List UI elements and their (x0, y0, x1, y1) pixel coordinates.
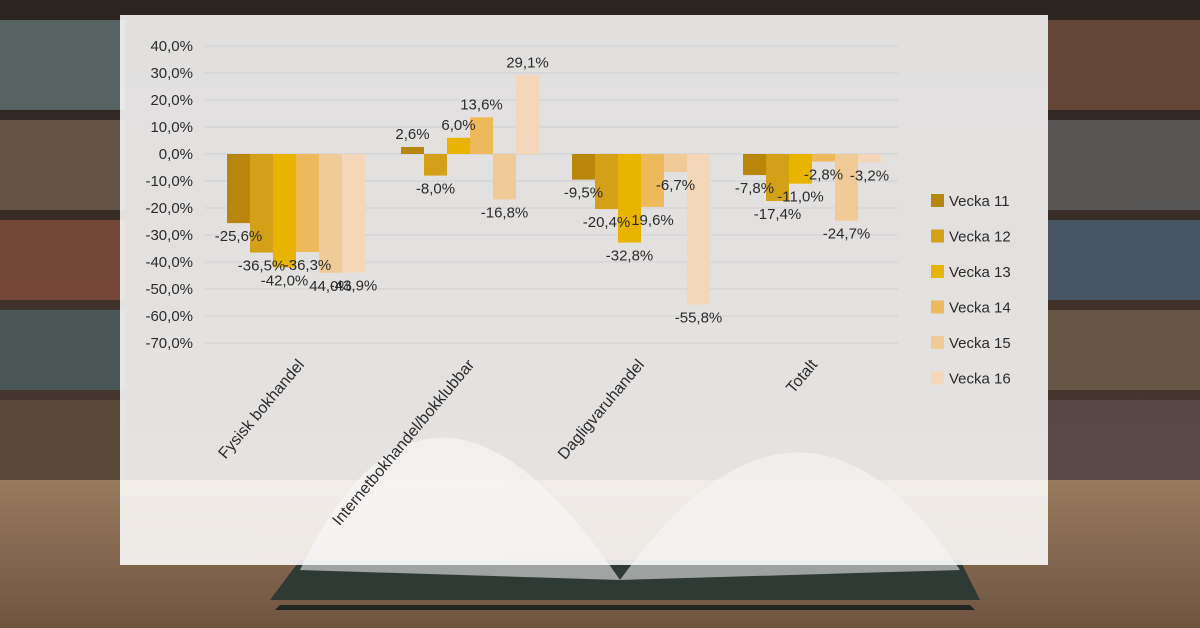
legend-label: Vecka 11 (949, 193, 1010, 210)
data-label: -42,0% (261, 272, 309, 289)
data-label: -9,5% (564, 185, 603, 202)
bar-vecka-11-2 (572, 154, 595, 180)
data-label: -32,8% (606, 248, 654, 265)
bar-vecka-14-2 (641, 154, 664, 207)
legend-label: Vecka 13 (949, 264, 1011, 281)
y-tick-label: 40,0% (150, 38, 193, 55)
data-label: 44,0% (309, 278, 352, 295)
data-label: -6,7% (656, 177, 695, 194)
data-label: -43,9% (330, 278, 378, 295)
bar-vecka-11-0 (227, 154, 250, 224)
y-tick-label: -70,0% (145, 335, 193, 352)
bar-vecka-14-0 (296, 154, 319, 253)
bar-vecka-13-3 (789, 154, 812, 184)
y-tick-label: 20,0% (150, 92, 193, 109)
legend-swatch (931, 336, 944, 349)
data-label: -11,0% (777, 189, 823, 206)
data-label: 2,6% (395, 126, 429, 143)
legend-swatch (931, 194, 944, 207)
bookshelf-right (1048, 20, 1200, 480)
legend-label: Vecka 12 (949, 229, 1011, 246)
legend-swatch (931, 265, 944, 278)
bar-vecka-12-3 (766, 154, 789, 201)
data-label: -17,4% (754, 206, 802, 223)
legend-label: Vecka 15 (949, 335, 1011, 352)
y-tick-label: 0,0% (159, 146, 193, 163)
y-tick-label: -20,0% (145, 200, 193, 217)
y-tick-label: 10,0% (150, 119, 193, 136)
bar-vecka-12-2 (595, 154, 618, 210)
data-label: -36,3% (284, 257, 332, 274)
data-label: -8,0% (416, 181, 455, 198)
data-labels: -25,6% -36,5%-42,0%-36,3% 44,0%-43,9% 2,6% -… (215, 54, 889, 326)
bar-vecka-13-0 (273, 154, 296, 268)
bar-vecka-14-3 (812, 154, 835, 162)
y-tick-label: 30,0% (150, 65, 193, 82)
bar-vecka-11-1 (401, 146, 424, 154)
bar-vecka-16-3 (858, 154, 881, 163)
y-tick-label: -10,0% (145, 173, 193, 190)
bar-vecka-16-0 (342, 154, 365, 273)
bar-vecka-13-2 (618, 154, 641, 243)
bar-vecka-16-2 (687, 154, 710, 305)
chart-panel (120, 15, 1048, 565)
y-tick-label: -60,0% (145, 308, 193, 325)
bars (227, 75, 881, 305)
data-label: -7,8% (735, 180, 774, 197)
data-label: -20,4% (583, 214, 631, 231)
data-label: -16,8% (481, 204, 529, 221)
bar-vecka-15-3 (835, 154, 858, 221)
open-book-pages (300, 437, 960, 580)
data-label: -55,8% (675, 310, 723, 327)
data-label: 19,6% (631, 212, 674, 229)
bookshelf-left (0, 20, 125, 480)
y-axis-ticks: 40,0% 30,0% 20,0% 10,0% 0,0% -10,0% -20,0% -30,… (145, 38, 193, 352)
bar-vecka-15-2 (664, 154, 687, 173)
bar-vecka-13-1 (447, 137, 470, 154)
bar-vecka-15-0 (319, 154, 342, 273)
bar-vecka-12-0 (250, 154, 273, 253)
data-label: -2,8% (804, 167, 843, 184)
bar-vecka-11-3 (743, 154, 766, 176)
data-label: -25,6% (215, 228, 263, 245)
data-label: 6,0% (441, 117, 475, 134)
data-label: 29,1% (506, 54, 549, 71)
legend: Vecka 11 Vecka 12 Vecka 13 Vecka 14 Vecka 15… (931, 193, 1011, 388)
legend-label: Vecka 16 (949, 371, 1011, 388)
legend-label: Vecka 14 (949, 300, 1011, 317)
y-tick-label: -40,0% (145, 254, 193, 271)
data-label: -36,5% (238, 258, 286, 275)
y-tick-label: -30,0% (145, 227, 193, 244)
bar-vecka-15-1 (493, 154, 516, 200)
data-label: -24,7% (823, 226, 871, 243)
legend-swatch (931, 300, 944, 314)
bar-vecka-16-1 (516, 75, 539, 154)
y-tick-label: -50,0% (145, 281, 193, 298)
bar-vecka-14-1 (470, 117, 493, 154)
legend-swatch (931, 371, 944, 385)
data-label: -3,2% (850, 168, 889, 185)
legend-swatch (931, 229, 944, 243)
data-label: 13,6% (460, 96, 503, 113)
bar-vecka-12-1 (424, 154, 447, 176)
